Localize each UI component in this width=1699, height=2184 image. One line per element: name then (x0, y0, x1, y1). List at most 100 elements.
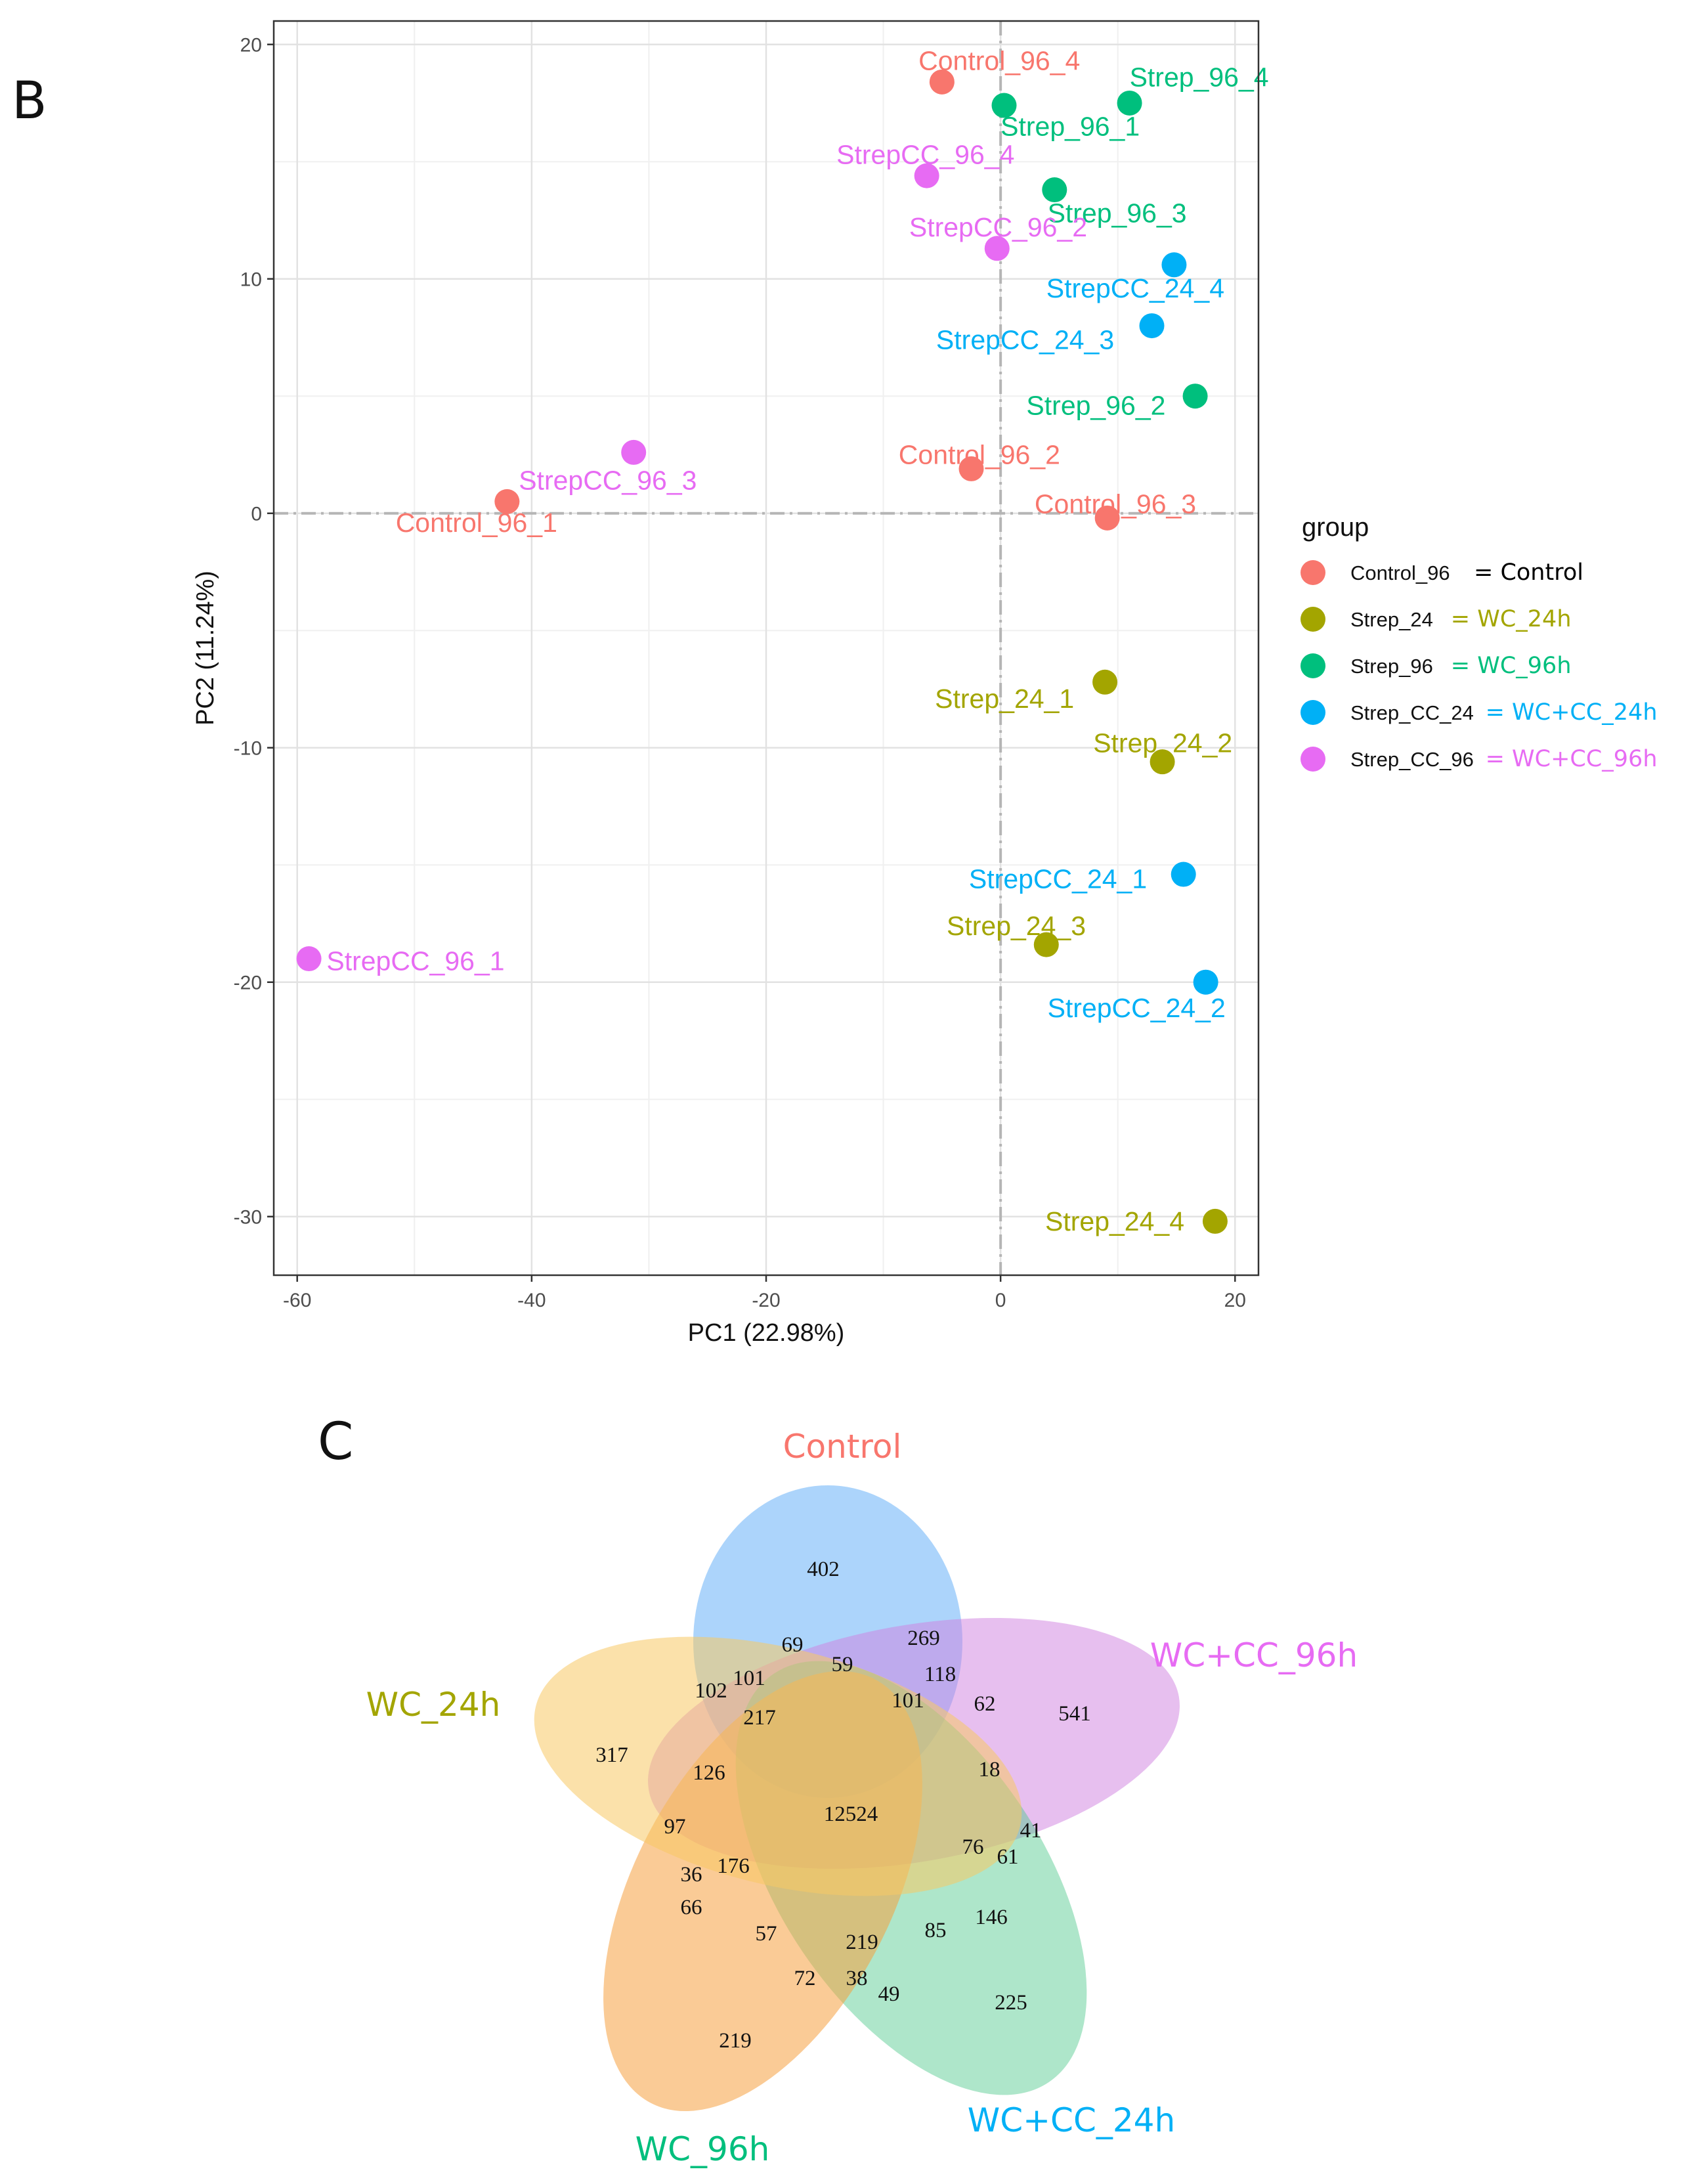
venn-region: 126 (693, 1761, 725, 1785)
data-label: Strep_96_2 (1026, 390, 1165, 420)
venn-set-label-wc-cc-24h: WC+CC_24h (968, 2101, 1175, 2139)
venn-region: 12524 (824, 1802, 878, 1826)
x-axis-ticks: -60 -40 -20 0 20 (283, 1275, 1246, 1311)
venn-set-label-wc-cc-96h: WC+CC_96h (1150, 1636, 1358, 1674)
legend-value: = WC+CC_24h (1486, 699, 1658, 726)
data-label: Strep_24_3 (947, 911, 1086, 941)
venn-region: 62 (974, 1692, 996, 1716)
data-label: StrepCC_96_1 (326, 946, 504, 976)
data-label: Strep_96_1 (1000, 112, 1140, 142)
data-label: Strep_24_2 (1093, 728, 1232, 758)
legend-value: = WC+CC_96h (1486, 746, 1658, 772)
venn-region: 61 (997, 1845, 1019, 1869)
data-point (1117, 90, 1142, 116)
data-point (1094, 505, 1120, 531)
venn-set-label-wc-96h: WC_96h (635, 2130, 770, 2168)
data-point (1042, 177, 1067, 203)
data-label: StrepCC_96_3 (519, 466, 697, 496)
data-point (1182, 383, 1208, 409)
data-label: StrepCC_24_2 (1048, 993, 1226, 1023)
x-tick-label: -60 (283, 1290, 311, 1311)
venn-region: 85 (925, 1919, 947, 1942)
legend-swatch (1301, 607, 1325, 632)
y-tick-label: 0 (251, 504, 262, 525)
y-tick-label: 10 (240, 269, 262, 291)
venn-region: 57 (756, 1922, 777, 1946)
venn-region: 269 (907, 1627, 940, 1650)
data-point (1139, 313, 1165, 339)
data-label: Control_96_3 (1035, 489, 1196, 519)
legend: group Control_96 = Control Strep_24 = WC_24… (1301, 513, 1658, 772)
venn-ellipse-wc-24h (534, 1636, 1022, 1896)
data-point (929, 69, 955, 95)
venn-region: 76 (962, 1835, 984, 1859)
venn-set-label-control: Control (783, 1428, 902, 1466)
data-point (1150, 749, 1175, 775)
data-points (296, 69, 1228, 1234)
venn-region: 72 (794, 1967, 816, 1990)
legend-items: Control_96 = Control Strep_24 = WC_24h Strep… (1301, 559, 1658, 772)
x-axis-title: PC1 (22.98%) (688, 1319, 845, 1347)
venn-region: 402 (807, 1558, 840, 1581)
venn-region: 541 (1058, 1702, 1091, 1726)
venn-region: 102 (695, 1679, 727, 1703)
data-label: Strep_24_4 (1045, 1206, 1184, 1236)
data-point (991, 93, 1017, 118)
y-tick-label: 20 (240, 35, 262, 56)
data-label: Strep_96_4 (1130, 62, 1269, 93)
data-point (494, 489, 520, 514)
legend-title: group (1302, 513, 1369, 542)
point-labels: Control_96_4 Strep_96_4 Strep_96_1 StrepCC_… (326, 46, 1268, 1236)
data-label: Control_96_1 (396, 508, 557, 538)
venn-region: 101 (892, 1689, 924, 1713)
grid (274, 21, 1258, 1275)
data-point (1193, 969, 1218, 995)
data-label: StrepCC_24_1 (969, 864, 1147, 894)
y-tick-label: -10 (234, 738, 262, 760)
venn-ellipses (534, 1485, 1180, 2112)
y-axis-ticks: -30 -20 -10 0 10 20 (234, 35, 274, 1229)
data-point (296, 946, 322, 972)
data-point (1171, 862, 1196, 887)
venn-region: 18 (979, 1758, 1000, 1781)
x-tick-label: 0 (995, 1290, 1006, 1311)
venn-region: 118 (924, 1663, 956, 1686)
venn-region: 219 (846, 1931, 878, 1954)
venn-region: 101 (733, 1667, 765, 1690)
legend-key: Strep_CC_96 (1350, 748, 1474, 771)
venn-region: 59 (832, 1653, 853, 1676)
legend-key: Strep_24 (1350, 608, 1433, 631)
data-label: StrepCC_24_4 (1046, 273, 1224, 303)
data-label: Control_96_4 (918, 46, 1080, 76)
legend-swatch (1301, 560, 1325, 585)
pca-plot-area: Control_96_4 Strep_96_4 Strep_96_1 StrepCC_… (234, 20, 1269, 1311)
venn-region: 146 (975, 1906, 1008, 1929)
venn-region: 217 (743, 1706, 776, 1730)
panel-letter-c: C (318, 1412, 353, 1472)
y-tick-label: -20 (234, 972, 262, 994)
venn-region: 36 (681, 1863, 702, 1887)
data-point (914, 163, 939, 188)
venn-panel: C Control WC+CC_96h WC+CC_24h WC_96h WC_… (318, 1412, 1358, 2168)
venn-region: 225 (995, 1991, 1027, 2015)
venn-region: 176 (717, 1854, 750, 1878)
venn-region-counts: 402 541 225 219 317 269 69 59 118 101 10… (595, 1558, 1091, 2053)
legend-key: Strep_CC_24 (1350, 701, 1474, 724)
legend-value: = WC_96h (1451, 653, 1572, 679)
legend-swatch (1301, 700, 1325, 725)
data-point (1202, 1208, 1228, 1234)
legend-swatch (1301, 747, 1325, 772)
venn-region: 69 (782, 1633, 804, 1657)
data-point (1092, 669, 1118, 695)
legend-value: = Control (1474, 559, 1583, 586)
legend-value: = WC_24h (1451, 606, 1572, 632)
data-point (958, 456, 984, 481)
venn-region: 317 (595, 1743, 628, 1767)
venn-region: 219 (719, 2029, 752, 2053)
y-tick-label: -30 (234, 1207, 262, 1229)
legend-key: Strep_96 (1350, 655, 1433, 678)
data-label: Strep_24_1 (935, 684, 1074, 714)
x-tick-label: 20 (1224, 1290, 1246, 1311)
pca-panel: B Control_96_4Strep_96_4Strep_96_1StrepC… (12, 20, 1658, 1347)
